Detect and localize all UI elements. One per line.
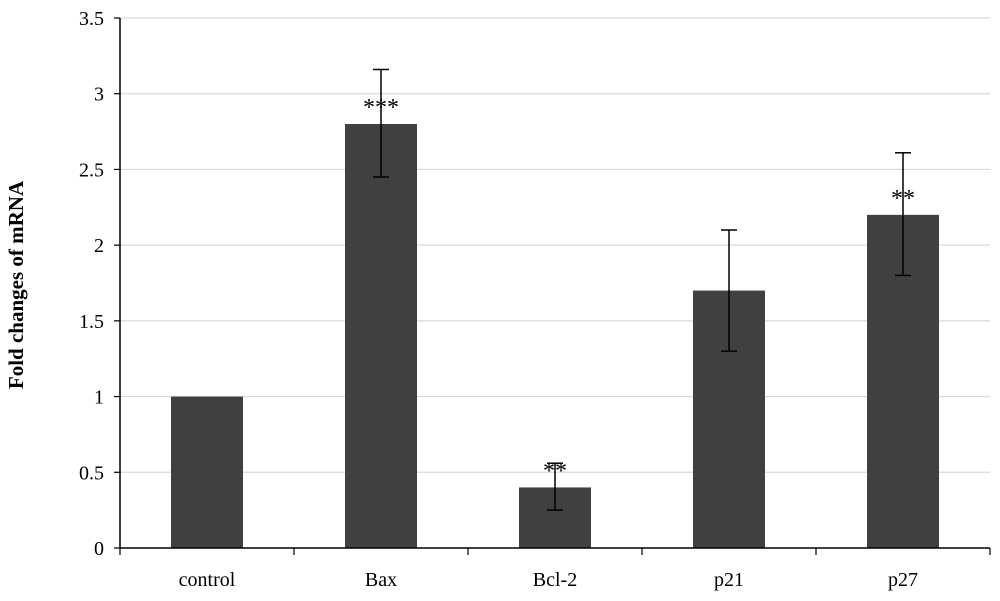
x-tick-label: p21 bbox=[714, 569, 744, 591]
axes bbox=[114, 17, 991, 555]
significance-marker: ** bbox=[543, 458, 567, 484]
y-tick-label: 3 bbox=[94, 84, 104, 106]
error-bar-bax bbox=[373, 68, 389, 178]
bar-control bbox=[171, 396, 243, 548]
error-bar-bcl-2 bbox=[547, 462, 563, 511]
x-tick-label: control bbox=[179, 569, 236, 591]
x-tick-label: Bcl-2 bbox=[533, 569, 577, 591]
x-tick-label: p27 bbox=[888, 569, 918, 591]
x-tick-label: Bax bbox=[365, 569, 397, 591]
error-bars bbox=[373, 68, 911, 511]
y-tick-labels: 0 0.5 1 1.5 2 2.5 3 3.5 bbox=[79, 8, 104, 560]
error-bar-p21 bbox=[721, 229, 737, 352]
y-tick-label: 2.5 bbox=[79, 159, 104, 181]
y-axis-title: Fold changes of mRNA bbox=[4, 180, 28, 389]
y-tick-label: 1 bbox=[94, 387, 104, 409]
grid-lines bbox=[120, 17, 990, 473]
y-tick-label: 3.5 bbox=[79, 8, 104, 30]
significance-labels: ******* bbox=[363, 95, 915, 484]
y-tick-label: 2 bbox=[94, 235, 104, 257]
y-tick-label: 0 bbox=[94, 538, 104, 560]
y-tick-label: 0.5 bbox=[79, 462, 104, 484]
significance-marker: *** bbox=[363, 95, 399, 121]
y-tick-label: 1.5 bbox=[79, 311, 104, 333]
significance-marker: ** bbox=[891, 186, 915, 212]
x-tick-labels: control Bax Bcl-2 p21 p27 bbox=[179, 569, 918, 591]
error-bar-p27 bbox=[895, 152, 911, 277]
bar-bax bbox=[345, 124, 417, 548]
